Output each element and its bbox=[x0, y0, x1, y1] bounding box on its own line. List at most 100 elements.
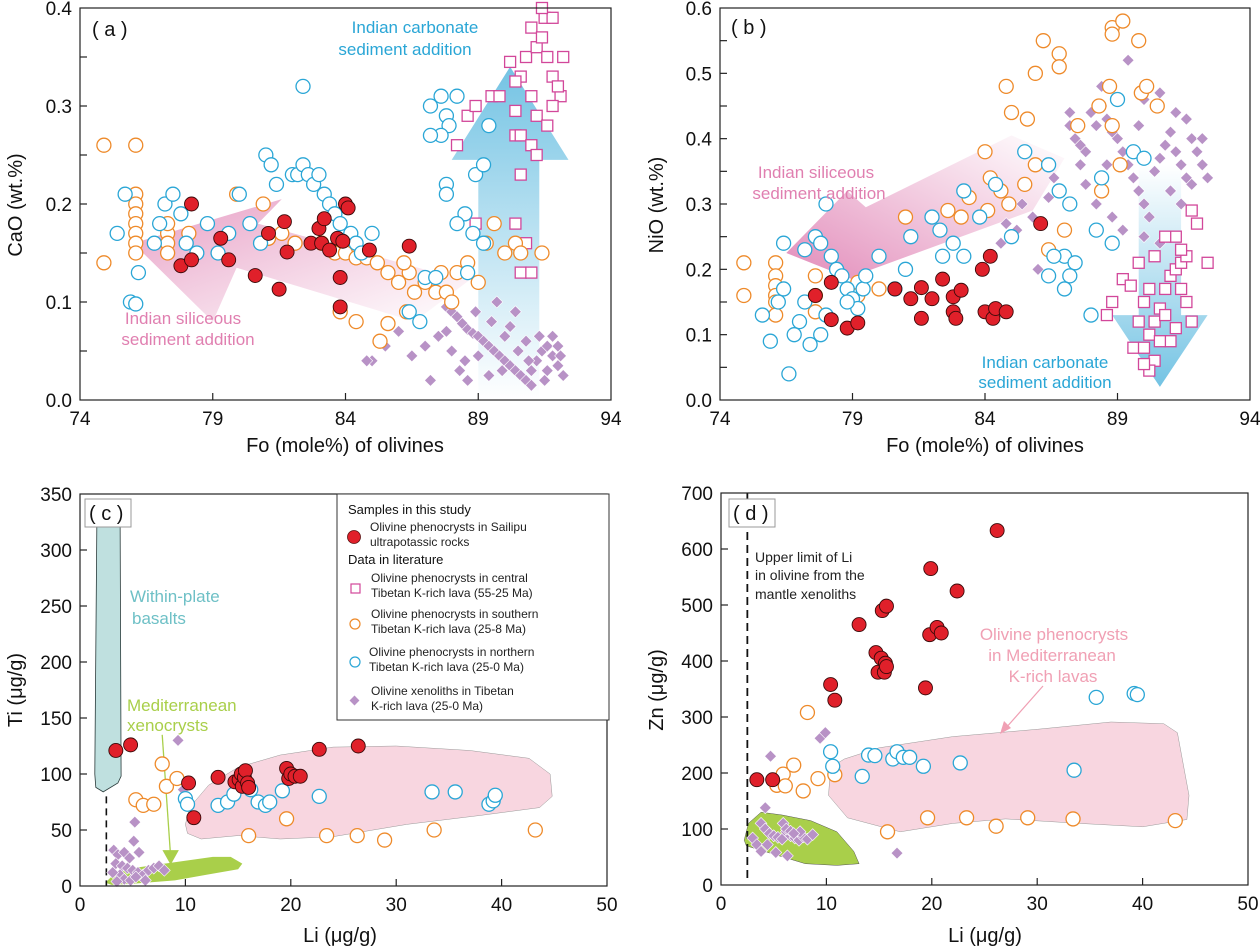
point-southern bbox=[376, 832, 393, 848]
anno-c-med-l1: Mediterranean bbox=[127, 696, 237, 715]
point-southern bbox=[1051, 46, 1067, 62]
point-central bbox=[1116, 272, 1129, 286]
point-northern bbox=[915, 758, 932, 774]
point-central bbox=[509, 75, 522, 88]
point-northern bbox=[1062, 196, 1078, 212]
anno-b-carbonate-l2: sediment addition bbox=[978, 373, 1111, 392]
point-northern bbox=[934, 248, 951, 264]
point-this-study bbox=[823, 312, 839, 328]
point-northern bbox=[786, 327, 802, 343]
point-this-study bbox=[749, 772, 765, 788]
point-northern bbox=[1093, 170, 1110, 186]
point-central bbox=[525, 21, 538, 34]
panel-a-label: ( a ) bbox=[92, 19, 128, 41]
panel-d-label: ( d ) bbox=[733, 503, 769, 525]
panel-a: 74 79 84 89 94 0.0 0.1 0.2 0.3 0.4 ( a ) Indian c… bbox=[5, 0, 622, 457]
x-tick-label: 50 bbox=[596, 895, 617, 916]
point-northern bbox=[791, 313, 808, 330]
anno-b-siliceous-l1: Indian siliceous bbox=[758, 163, 874, 182]
legend-marker-this-study bbox=[347, 530, 361, 544]
point-xenolith bbox=[538, 374, 551, 387]
point-southern bbox=[513, 245, 529, 261]
point-northern bbox=[295, 78, 311, 95]
point-northern bbox=[1040, 157, 1057, 173]
point-northern bbox=[332, 215, 348, 232]
x-tick-label: 89 bbox=[468, 409, 489, 430]
point-xenolith bbox=[106, 866, 120, 879]
point-northern bbox=[897, 261, 914, 277]
x-tick-label: 10 bbox=[816, 894, 837, 915]
x-tick-label: 94 bbox=[1239, 409, 1260, 430]
point-xenolith bbox=[540, 364, 554, 377]
x-tick-label: 84 bbox=[335, 409, 357, 430]
point-southern bbox=[768, 255, 784, 271]
point-xenolith bbox=[132, 846, 146, 859]
point-northern bbox=[1104, 235, 1120, 251]
y-tick-label: 0 bbox=[61, 877, 72, 898]
point-southern bbox=[777, 778, 793, 794]
point-central bbox=[469, 99, 482, 113]
ylabel-d: Zn (μg/g) bbox=[646, 649, 668, 731]
legend-head-1: Samples in this study bbox=[348, 502, 471, 517]
point-this-study bbox=[989, 523, 1005, 538]
point-central bbox=[503, 55, 517, 69]
point-xenolith bbox=[1142, 210, 1156, 224]
point-southern bbox=[444, 294, 460, 310]
point-xenolith bbox=[554, 349, 567, 363]
point-xenolith bbox=[453, 364, 467, 377]
point-northern bbox=[311, 166, 327, 183]
point-central bbox=[1132, 256, 1145, 269]
point-this-study bbox=[401, 238, 417, 254]
point-southern bbox=[380, 264, 396, 281]
y-tick-label: 0.2 bbox=[46, 195, 72, 216]
point-northern bbox=[109, 225, 125, 242]
x-tick-label: 30 bbox=[386, 895, 407, 916]
y-tick-label: 0.0 bbox=[46, 391, 72, 412]
anno-c-med-pointer-head bbox=[162, 850, 179, 865]
point-this-study bbox=[913, 310, 929, 326]
point-northern bbox=[813, 327, 829, 343]
point-this-study bbox=[247, 268, 263, 283]
point-southern bbox=[380, 315, 396, 332]
anno-a-carbonate-l2: sediment addition bbox=[338, 40, 471, 59]
point-this-study bbox=[918, 680, 933, 696]
ylabel-b: NiO (wt.%) bbox=[646, 157, 668, 254]
point-northern bbox=[268, 176, 285, 193]
point-southern bbox=[799, 704, 816, 721]
point-xenolith bbox=[123, 851, 136, 865]
anno-d-limit-l2: in olivine from the bbox=[755, 567, 865, 583]
x-tick-label: 40 bbox=[1132, 894, 1153, 915]
point-central bbox=[546, 11, 559, 24]
point-central bbox=[1124, 279, 1137, 292]
point-northern bbox=[262, 794, 278, 810]
point-xenolith bbox=[1015, 197, 1029, 211]
point-xenolith bbox=[1132, 184, 1146, 198]
point-southern bbox=[154, 756, 170, 772]
point-southern bbox=[736, 287, 752, 304]
carbonate-arrow-b bbox=[1112, 164, 1208, 387]
point-central bbox=[1106, 295, 1119, 309]
point-xenolith bbox=[1111, 132, 1124, 146]
point-central bbox=[1169, 230, 1182, 243]
point-northern bbox=[422, 98, 439, 114]
point-xenolith bbox=[509, 305, 522, 319]
y-tick-label: 200 bbox=[681, 764, 713, 785]
point-northern bbox=[1088, 689, 1104, 706]
legend-marker-northern bbox=[349, 656, 361, 668]
point-xenolith bbox=[1031, 262, 1045, 276]
point-xenolith bbox=[540, 339, 554, 353]
point-northern bbox=[1040, 268, 1057, 284]
point-northern bbox=[481, 117, 497, 134]
point-this-study bbox=[108, 743, 124, 758]
point-this-study bbox=[350, 738, 366, 754]
point-southern bbox=[953, 209, 969, 225]
point-xenolith bbox=[418, 339, 432, 353]
point-xenolith bbox=[758, 801, 772, 815]
point-this-study bbox=[361, 242, 377, 258]
point-this-study bbox=[935, 271, 951, 287]
point-northern bbox=[867, 747, 883, 764]
point-central bbox=[1169, 321, 1182, 335]
point-xenolith bbox=[1127, 171, 1140, 185]
point-northern bbox=[441, 117, 457, 134]
point-xenolith bbox=[754, 845, 768, 858]
